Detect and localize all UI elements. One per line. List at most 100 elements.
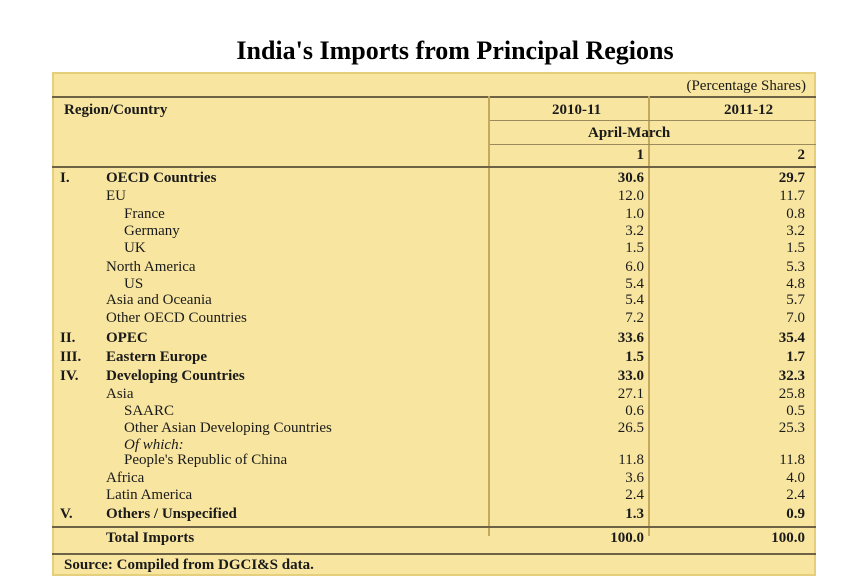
table-row: People's Republic of China 11.8 11.8 [52, 452, 816, 470]
value-2010-11: 1.3 [625, 506, 644, 522]
value-2010-11: 26.5 [617, 420, 644, 436]
value-2011-12: 0.8 [786, 206, 805, 222]
value-2011-12: 25.8 [778, 386, 805, 402]
table-row: EU 12.0 11.7 [52, 188, 816, 206]
value-2010-11: 3.6 [625, 470, 644, 486]
year2-header: 2011-12 [724, 102, 774, 118]
value-2010-11: 100.0 [610, 530, 644, 546]
value-2011-12: 11.7 [779, 188, 805, 204]
row-label: US [124, 276, 144, 292]
table-row: Asia 27.1 25.8 [52, 386, 816, 404]
page-title: India's Imports from Principal Regions [236, 36, 674, 65]
table-row: Other OECD Countries 7.2 7.0 [52, 310, 816, 328]
source-rule [52, 553, 816, 555]
table-row: Of which: [52, 437, 816, 455]
year1-header: 2010-11 [552, 102, 602, 118]
value-2011-12: 4.8 [786, 276, 805, 292]
row-number: III. [60, 349, 82, 365]
column-divider-2 [648, 96, 650, 536]
header-sep-2 [490, 144, 816, 145]
value-2011-12: 32.3 [778, 368, 805, 384]
row-number: V. [60, 506, 73, 522]
row-label: Others / Unspecified [106, 506, 237, 522]
value-2010-11: 6.0 [625, 259, 644, 275]
row-label: Africa [106, 470, 145, 486]
col2-header: 2 [797, 147, 806, 163]
value-2010-11: 33.0 [617, 368, 644, 384]
table-row: V. Others / Unspecified 1.3 0.9 [52, 506, 816, 524]
table-row: France 1.0 0.8 [52, 206, 816, 224]
value-2010-11: 2.4 [625, 487, 644, 503]
unit-note: (Percentage Shares) [686, 78, 806, 94]
table-row: Latin America 2.4 2.4 [52, 487, 816, 505]
value-2010-11: 27.1 [617, 386, 644, 402]
source-note: Source: Compiled from DGCI&S data. [64, 557, 314, 573]
value-2010-11: 5.4 [625, 292, 644, 308]
row-label: Total Imports [106, 530, 195, 546]
value-2010-11: 1.5 [625, 349, 644, 365]
row-label: People's Republic of China [124, 452, 288, 468]
value-2010-11: 1.0 [625, 206, 644, 222]
total-rule [52, 526, 816, 528]
row-label: Other OECD Countries [106, 310, 247, 326]
value-2011-12: 5.7 [786, 292, 805, 308]
row-label: Asia and Oceania [106, 292, 212, 308]
row-label: France [124, 206, 165, 222]
row-label: Eastern Europe [106, 349, 207, 365]
table-row: Total Imports 100.0 100.0 [52, 530, 816, 548]
table-top-rule [52, 96, 816, 98]
table-row: IV. Developing Countries 33.0 32.3 [52, 368, 816, 386]
value-2011-12: 35.4 [778, 330, 805, 346]
table-row: North America 6.0 5.3 [52, 259, 816, 277]
table-row: Africa 3.6 4.0 [52, 470, 816, 488]
region-column-header: Region/Country [64, 102, 168, 118]
value-2010-11: 1.5 [625, 240, 644, 256]
row-label: North America [106, 259, 196, 275]
row-number: IV. [60, 368, 79, 384]
table-row: II. OPEC 33.6 35.4 [52, 330, 816, 348]
value-2010-11: 33.6 [617, 330, 644, 346]
value-2011-12: 25.3 [778, 420, 805, 436]
row-label: Asia [106, 386, 134, 402]
col1-header: 1 [636, 147, 645, 163]
value-2011-12: 100.0 [771, 530, 805, 546]
value-2011-12: 0.5 [786, 403, 805, 419]
row-label: Other Asian Developing Countries [124, 420, 332, 436]
value-2011-12: 1.5 [786, 240, 805, 256]
value-2011-12: 2.4 [786, 487, 805, 503]
row-label: Developing Countries [106, 368, 245, 384]
row-label: Germany [124, 223, 180, 239]
row-label: UK [124, 240, 146, 256]
value-2010-11: 30.6 [617, 170, 644, 186]
table-row: SAARC 0.6 0.5 [52, 403, 816, 421]
value-2010-11: 11.8 [618, 452, 644, 468]
value-2010-11: 7.2 [625, 310, 644, 326]
row-label: SAARC [124, 403, 175, 419]
table-row: III. Eastern Europe 1.5 1.7 [52, 349, 816, 367]
row-label: Latin America [106, 487, 193, 503]
value-2011-12: 29.7 [778, 170, 805, 186]
value-2010-11: 12.0 [617, 188, 644, 204]
value-2011-12: 7.0 [786, 310, 805, 326]
value-2011-12: 1.7 [786, 349, 805, 365]
value-2011-12: 0.9 [786, 506, 805, 522]
row-label: Of which: [124, 437, 184, 453]
row-label: OPEC [106, 330, 148, 346]
header-sep-1 [490, 120, 816, 121]
row-label: OECD Countries [106, 170, 217, 186]
table-row: US 5.4 4.8 [52, 276, 816, 294]
row-number: I. [60, 170, 70, 186]
table-row: I. OECD Countries 30.6 29.7 [52, 170, 816, 188]
imports-table: (Percentage Shares) Region/Country 2010-… [52, 72, 816, 576]
value-2010-11: 0.6 [625, 403, 644, 419]
table-row: Asia and Oceania 5.4 5.7 [52, 292, 816, 310]
header-bottom-rule [52, 166, 816, 168]
period-header: April-March [588, 125, 671, 141]
value-2010-11: 3.2 [625, 223, 644, 239]
table-row: UK 1.5 1.5 [52, 240, 816, 258]
value-2011-12: 3.2 [786, 223, 805, 239]
value-2011-12: 5.3 [786, 259, 805, 275]
row-label: EU [106, 188, 126, 204]
value-2011-12: 4.0 [786, 470, 805, 486]
table-row: Germany 3.2 3.2 [52, 223, 816, 241]
